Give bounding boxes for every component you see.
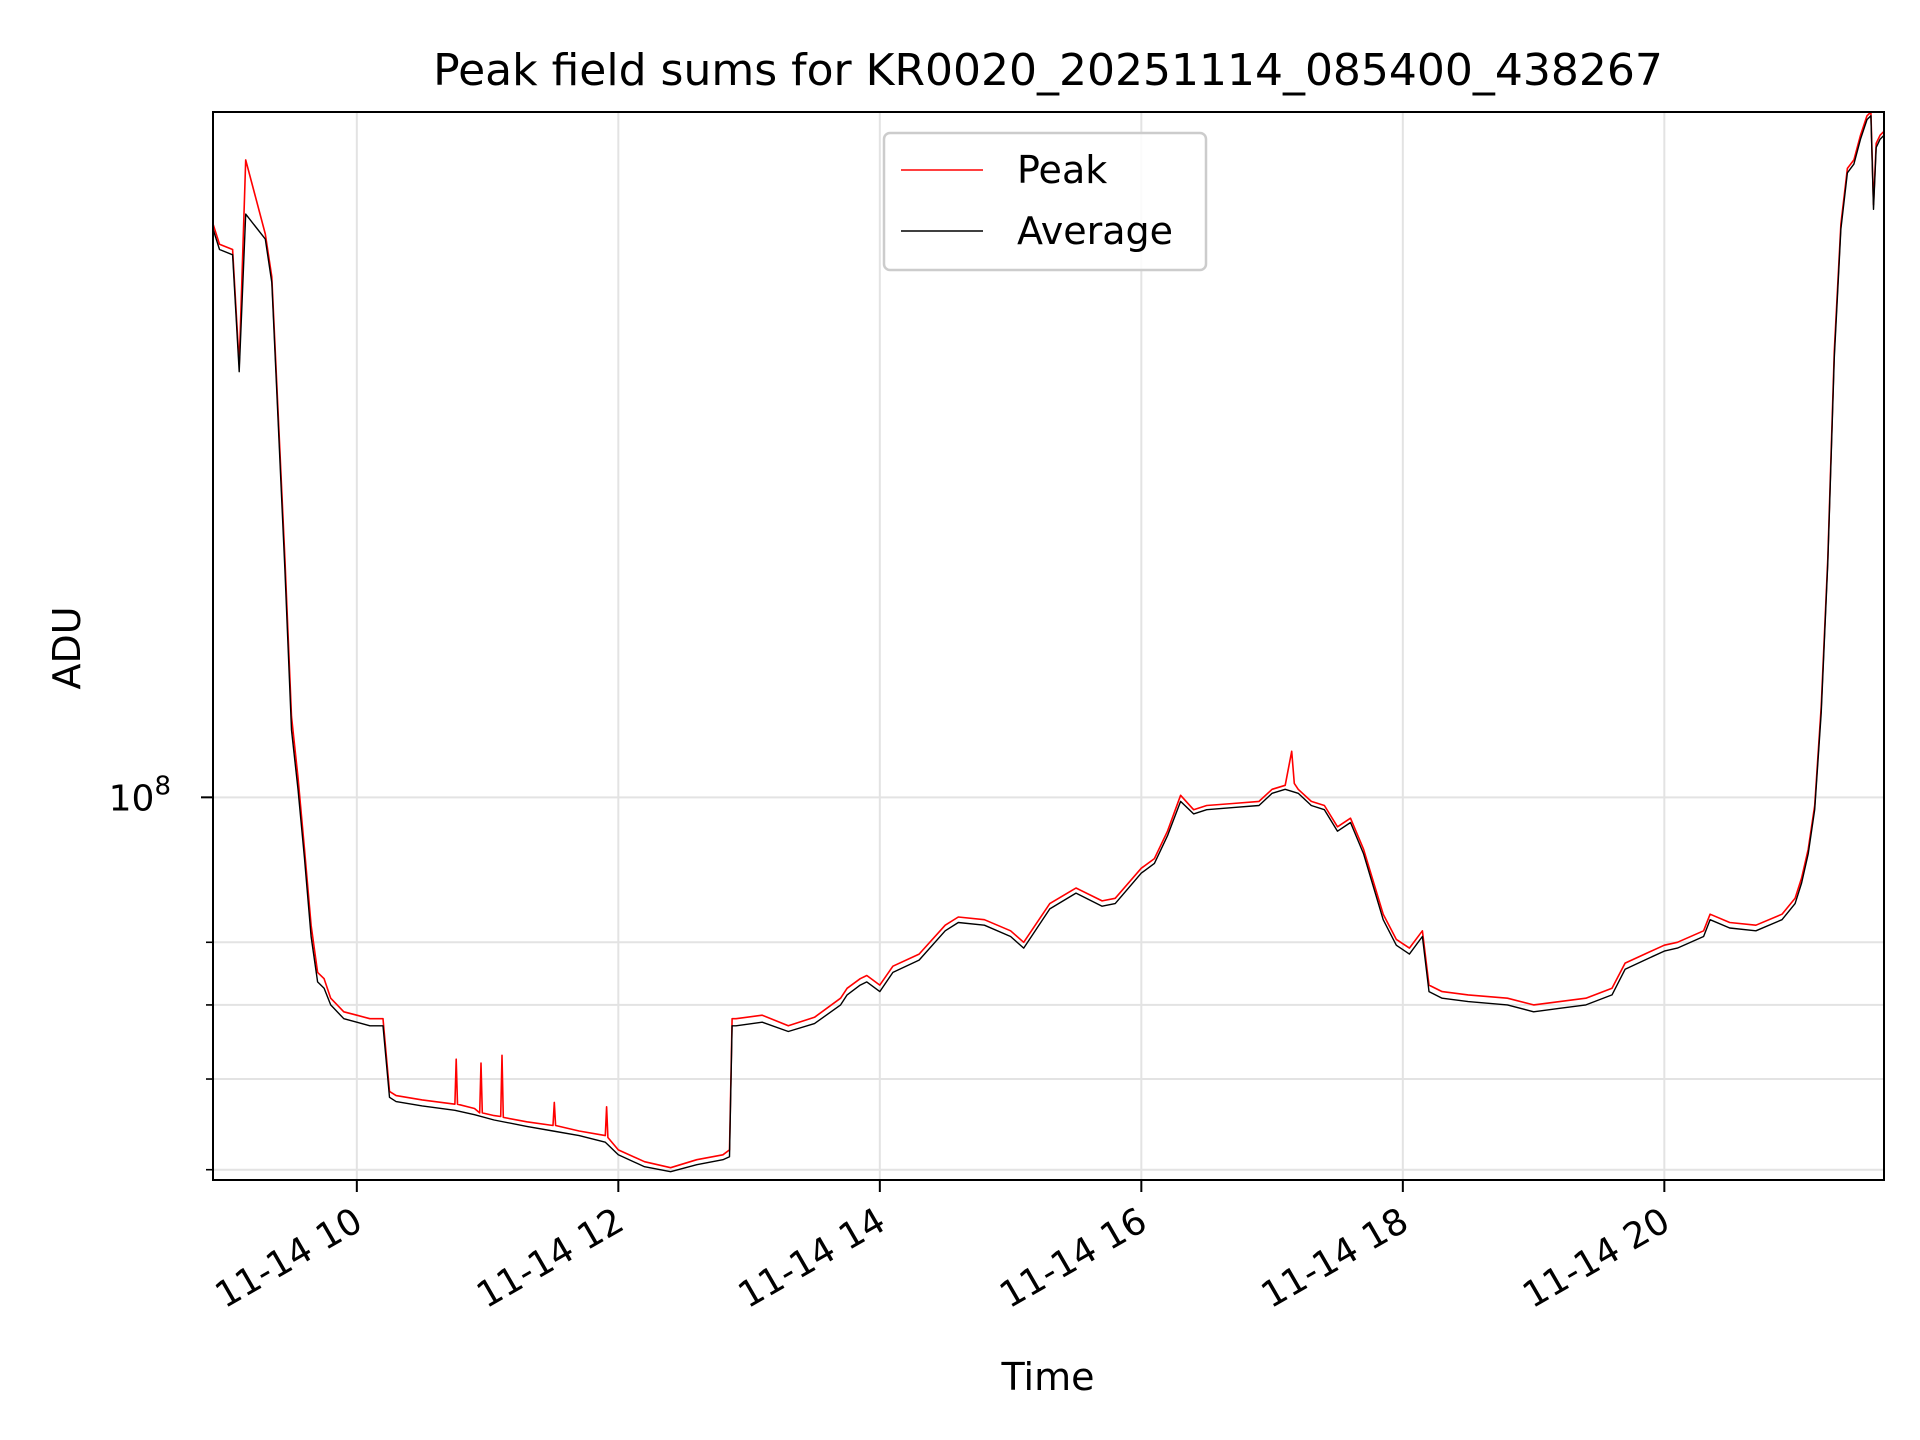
plot-frame: [212, 111, 1885, 1181]
legend-label-average: Average: [1017, 209, 1173, 253]
legend: Peak Average: [882, 131, 1208, 272]
y-tick-label: 108: [109, 771, 171, 819]
series-line-average: [212, 115, 1885, 1173]
x-gridlines: [355, 112, 1666, 1180]
series-line-peak: [212, 111, 1885, 1169]
y-axis: 108: [109, 771, 213, 1171]
legend-box: [882, 131, 1208, 272]
plot-background: [213, 112, 1884, 1180]
y-tick-label-base: 10: [109, 778, 155, 819]
plot-area: [212, 111, 1885, 1181]
chart-title: Peak field sums for KR0020_20251114_0854…: [433, 45, 1663, 96]
legend-label-peak: Peak: [1017, 148, 1107, 192]
y-gridlines: [213, 796, 1884, 1171]
series-layer: [212, 111, 1885, 1173]
y-tick-label-exponent: 8: [154, 771, 171, 801]
x-axis-label: Time: [1001, 1355, 1095, 1399]
y-axis-label: ADU: [45, 606, 89, 689]
